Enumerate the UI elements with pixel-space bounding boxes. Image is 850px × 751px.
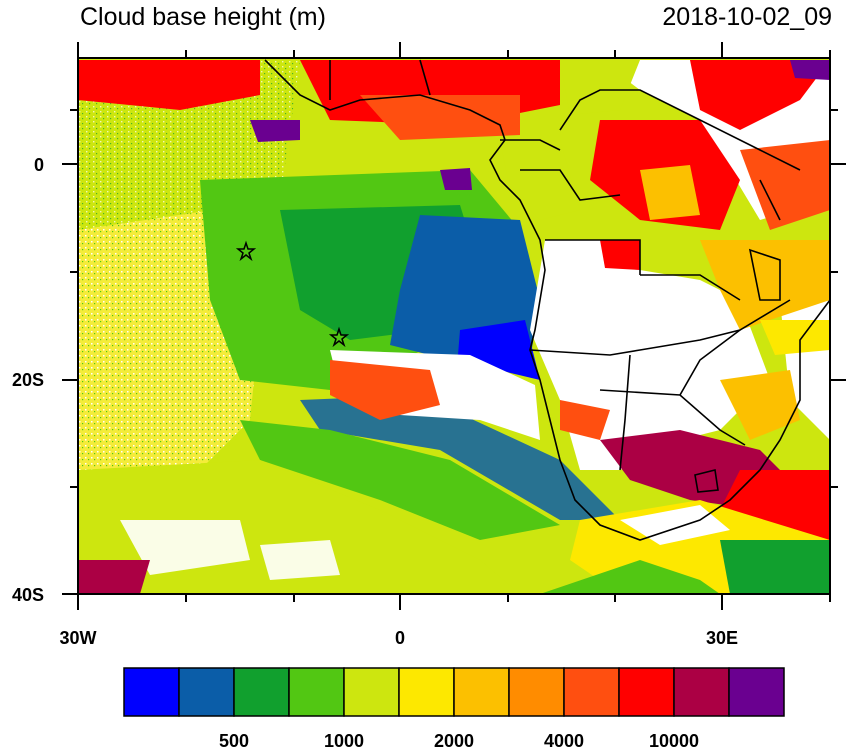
colorbar — [123, 667, 785, 717]
map-timestamp: 2018-10-02_09 — [662, 3, 832, 31]
lat-label-0: 0 — [33, 155, 44, 175]
cloud-field — [78, 58, 830, 594]
star-markers — [235, 240, 350, 348]
lat-label-40s: 40S — [11, 585, 44, 605]
colorbar-tick-label: 500 — [218, 731, 250, 751]
colorbar-swatch — [178, 667, 235, 717]
colorbar-tick-label: 10000 — [648, 731, 700, 751]
colorbar-swatch — [398, 667, 455, 717]
star-marker — [235, 240, 257, 262]
lon-label-30w: 30W — [59, 628, 97, 648]
colorbar-tick-label: 2000 — [433, 731, 475, 751]
star-marker — [328, 326, 350, 348]
lon-label-0: 0 — [394, 628, 406, 648]
colorbar-swatch — [123, 667, 180, 717]
map-title: Cloud base height (m) — [80, 3, 326, 31]
colorbar-swatch — [288, 667, 345, 717]
colorbar-tick-label: 1000 — [323, 731, 365, 751]
lat-label-20s: 20S — [11, 370, 44, 390]
map-frame — [62, 42, 846, 610]
colorbar-swatch — [343, 667, 400, 717]
colorbar-swatch — [618, 667, 675, 717]
coastlines — [264, 59, 830, 541]
colorbar-tick-label: 4000 — [543, 731, 585, 751]
colorbar-swatch — [233, 667, 290, 717]
colorbar-swatch — [508, 667, 565, 717]
colorbar-swatch — [563, 667, 620, 717]
colorbar-swatch — [673, 667, 730, 717]
lon-label-30e: 30E — [705, 628, 739, 648]
colorbar-swatch — [453, 667, 510, 717]
colorbar-swatch — [728, 667, 785, 717]
